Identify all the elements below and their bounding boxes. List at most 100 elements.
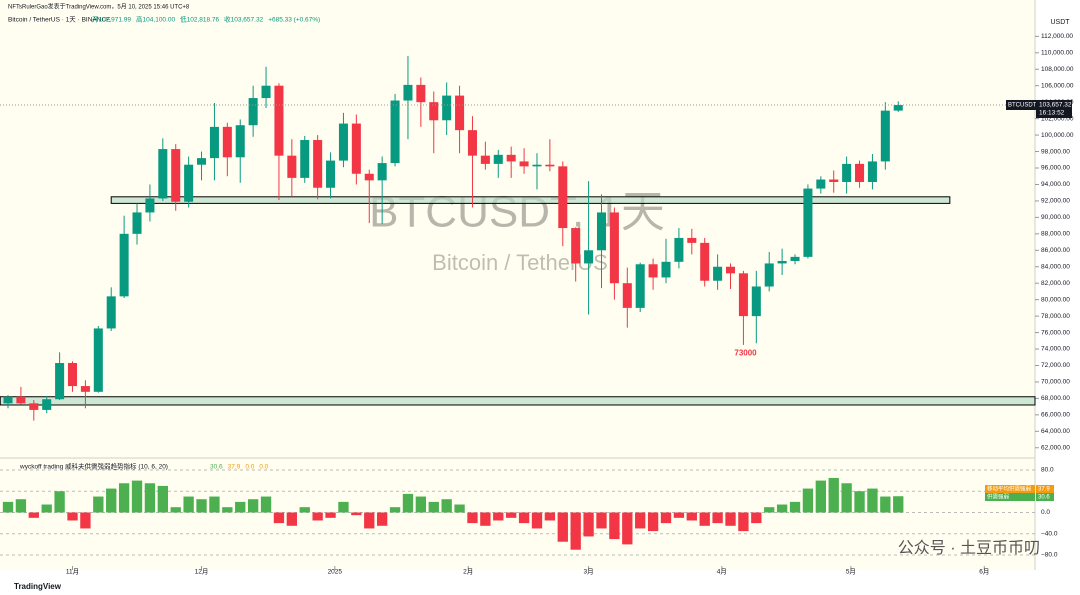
y-tick-label: 62,000.00: [1041, 444, 1070, 451]
x-tick-label: 6月: [979, 568, 989, 576]
candle-body: [55, 363, 65, 400]
ohlc-value: 收103,657.32: [224, 15, 263, 24]
candle-body: [893, 104, 903, 111]
candle-body: [609, 212, 619, 284]
candle-body: [80, 386, 90, 392]
watermark-ticker: BTCUSDT, 1天: [369, 188, 665, 237]
histogram-bar: [41, 504, 52, 513]
y-tick-label: −40.0: [1041, 530, 1058, 537]
byline: NFTsRulerGao发表于TradingView.com，5月 10, 20…: [8, 3, 190, 11]
histogram-bar: [170, 507, 181, 513]
x-tick-label: 11月: [66, 568, 79, 576]
histogram-bar: [376, 512, 388, 526]
candle-body: [158, 149, 168, 199]
candle-body: [622, 283, 632, 308]
histogram-bar: [854, 491, 865, 513]
candle-body: [351, 123, 361, 174]
y-tick-label: 80.0: [1041, 467, 1054, 474]
histogram-bar: [364, 512, 375, 529]
candle-body: [519, 161, 529, 167]
candle-body: [106, 296, 116, 329]
ohlc-value: 低102,818.76: [180, 15, 219, 24]
histogram-bar: [157, 485, 168, 513]
histogram-bar: [493, 512, 504, 521]
histogram-bar: [544, 512, 556, 521]
histogram-bar: [222, 507, 233, 513]
candle-body: [42, 399, 52, 410]
candle-body: [803, 188, 813, 257]
tag-value: 30.6: [1038, 495, 1050, 501]
histogram-bar: [351, 512, 362, 516]
y-tick-label: 64,000.00: [1041, 428, 1070, 435]
histogram-bar: [635, 512, 646, 529]
histogram-bar: [531, 512, 543, 529]
histogram-bar: [622, 512, 633, 545]
histogram-bar: [209, 496, 220, 513]
histogram-bar: [325, 512, 336, 518]
brand: TradingView: [14, 582, 62, 591]
candle-body: [442, 95, 452, 121]
y-tick-label: 110,000.00: [1041, 50, 1073, 57]
histogram-bar: [583, 512, 594, 537]
histogram-bar: [28, 512, 39, 518]
histogram-bar: [441, 499, 452, 513]
y-tick-label: 82,000.00: [1041, 280, 1070, 287]
histogram-bar: [699, 512, 710, 526]
histogram-bar: [54, 491, 65, 513]
y-tick-label: 74,000.00: [1041, 346, 1070, 353]
histogram-bar: [751, 512, 762, 524]
indicator-readout: 0.0: [259, 464, 268, 471]
histogram-bar: [725, 512, 736, 526]
histogram-bar: [286, 512, 298, 526]
histogram-bar: [893, 496, 904, 513]
histogram-bar: [647, 512, 659, 532]
candle-body: [29, 403, 39, 410]
histogram-bar: [402, 493, 414, 513]
candle-body: [584, 250, 594, 264]
candle-body: [416, 84, 426, 103]
ticker-tag-label: BTCUSDT: [1008, 103, 1037, 109]
x-tick-label: 3月: [584, 568, 594, 576]
x-tick-label: 4月: [717, 568, 727, 576]
histogram-bar: [67, 512, 78, 521]
source-watermark: 公众号 · 土豆币币叨: [898, 539, 1040, 557]
histogram-bar: [815, 480, 826, 513]
histogram-bar: [789, 501, 801, 513]
y-tick-label: −80.0: [1041, 552, 1058, 559]
histogram-bar: [518, 512, 530, 524]
histogram-bar: [467, 512, 478, 524]
candle-body: [545, 164, 555, 167]
indicator-readout: 0.0: [245, 464, 254, 471]
candle-body: [274, 85, 284, 156]
annotation: 73000: [734, 348, 757, 357]
tag-value-box: [1036, 485, 1054, 493]
indicator-readout: 37.9: [228, 464, 241, 471]
price-tag-label: 103,657.32: [1039, 102, 1072, 109]
histogram-bar: [15, 499, 27, 513]
x-tick-label: 2025: [328, 569, 343, 576]
y-tick-label: 108,000.00: [1041, 66, 1074, 73]
histogram-bar: [609, 512, 620, 540]
y-tick-label: 66,000.00: [1041, 412, 1070, 419]
candle-body: [313, 140, 323, 188]
histogram-bar: [2, 501, 14, 513]
candle-body: [880, 110, 890, 162]
candle-body: [738, 273, 748, 317]
histogram-bar: [828, 477, 839, 513]
candle-body: [248, 98, 258, 126]
ohlc-value: +685.33 (+0.67%): [268, 17, 320, 24]
y-tick-label: 90,000.00: [1041, 214, 1070, 221]
candle-body: [558, 166, 568, 229]
indicator-title: wyckoff trading 威科夫供需强弱趋势指标 (10, 6, 20): [19, 462, 168, 471]
candle-body: [93, 328, 103, 392]
histogram-bar: [106, 488, 117, 513]
candle-body: [532, 164, 542, 167]
histogram-bar: [131, 480, 143, 513]
candle-body: [119, 233, 129, 297]
y-tick-label: 76,000.00: [1041, 329, 1070, 336]
histogram-bar: [299, 507, 310, 513]
candle-body: [209, 126, 219, 159]
candle-body: [764, 263, 774, 287]
histogram-bar: [454, 504, 465, 513]
watermark-name: Bitcoin / TetherUS: [432, 250, 608, 275]
